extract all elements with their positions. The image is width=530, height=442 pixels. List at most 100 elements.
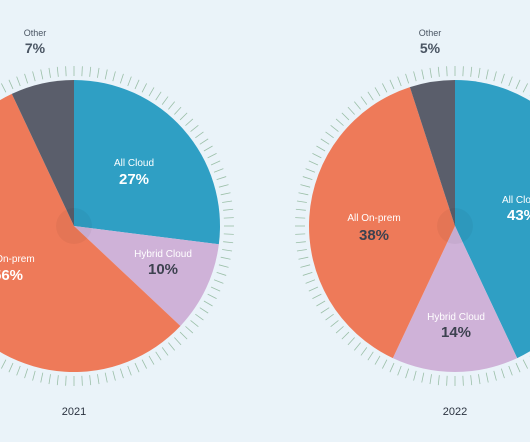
- tick-mark: [97, 67, 100, 78]
- tick-mark: [493, 71, 497, 82]
- slice-label-all-on-prem: All On-prem: [347, 213, 400, 224]
- tick-mark: [437, 66, 440, 77]
- tick-mark: [508, 365, 513, 376]
- tick-mark: [522, 83, 528, 93]
- tick-mark: [179, 331, 188, 340]
- tick-mark: [470, 66, 473, 77]
- tick-mark: [161, 347, 169, 356]
- tick-mark: [325, 131, 334, 139]
- tick-mark: [112, 370, 116, 381]
- tick-mark: [207, 293, 217, 299]
- tick-mark: [112, 71, 116, 82]
- tick-mark: [190, 320, 199, 328]
- tick-mark: [218, 264, 229, 268]
- tick-mark: [81, 375, 83, 386]
- tick-mark: [195, 131, 204, 139]
- tick-mark: [1, 359, 7, 369]
- tick-mark: [353, 101, 361, 110]
- tick-mark: [223, 233, 234, 235]
- tick-mark: [335, 118, 344, 126]
- tick-mark: [134, 362, 140, 373]
- tick-mark: [216, 176, 227, 181]
- tick-mark: [295, 208, 306, 211]
- tick-mark: [56, 66, 59, 77]
- tick-mark: [190, 124, 199, 132]
- tick-mark: [199, 138, 209, 145]
- tick-mark: [296, 200, 307, 203]
- slice-label-hybrid-cloud: Hybrid Cloud: [427, 312, 485, 323]
- tick-mark: [413, 71, 417, 82]
- tick-mark: [446, 375, 448, 386]
- tick-mark: [330, 124, 339, 132]
- pie-slice-all-cloud: [455, 80, 530, 359]
- pie-center-shade: [56, 208, 92, 244]
- tick-mark: [56, 375, 59, 386]
- tick-mark: [320, 307, 330, 314]
- tick-mark: [493, 370, 497, 381]
- tick-mark: [300, 264, 311, 268]
- tick-mark: [213, 168, 224, 173]
- tick-mark: [207, 153, 217, 159]
- tick-mark: [24, 73, 29, 84]
- tick-mark: [367, 91, 374, 101]
- tick-mark: [185, 118, 194, 126]
- tick-mark: [210, 286, 221, 292]
- slice-label-all-on-prem: All On-prem: [0, 254, 35, 265]
- tick-mark: [341, 331, 350, 340]
- slice-value-all-on-prem: 56%: [0, 267, 23, 284]
- tick-mark: [218, 184, 229, 188]
- tick-mark: [341, 112, 350, 121]
- year-label-2022: 2022: [443, 406, 467, 418]
- pie-slice-other: [409, 80, 455, 226]
- tick-mark: [347, 106, 355, 115]
- slice-value-all-on-prem: 38%: [359, 227, 389, 244]
- tick-mark: [220, 256, 231, 260]
- slice-value-other: 5%: [420, 40, 441, 56]
- tick-mark: [223, 217, 234, 219]
- tick-mark: [48, 374, 51, 385]
- tick-mark: [515, 362, 521, 373]
- tick-mark: [8, 79, 14, 90]
- tick-mark: [389, 79, 395, 90]
- tick-mark: [16, 76, 21, 87]
- tick-mark: [104, 69, 108, 80]
- tick-mark: [16, 365, 21, 376]
- tick-mark: [185, 326, 194, 334]
- tick-mark: [429, 67, 432, 78]
- tick-mark: [155, 91, 162, 101]
- tick-mark: [470, 375, 473, 386]
- tick-mark: [223, 241, 234, 244]
- tick-mark: [134, 79, 140, 90]
- pie-slice-hybrid-cloud: [74, 226, 219, 326]
- tick-mark: [462, 375, 464, 386]
- slice-label-all-cloud: All Cloud: [502, 195, 530, 206]
- slice-label-other: Other: [24, 28, 47, 38]
- tick-mark: [141, 359, 147, 369]
- tick-mark: [203, 145, 213, 152]
- tick-mark: [446, 66, 448, 77]
- tick-mark: [148, 355, 155, 365]
- tick-mark: [478, 374, 481, 385]
- tick-mark: [308, 160, 319, 166]
- slice-value-hybrid-cloud: 14%: [441, 324, 471, 341]
- tick-mark: [174, 337, 182, 346]
- tick-mark: [104, 372, 108, 383]
- slice-value-all-cloud: 27%: [119, 171, 149, 188]
- tick-mark: [312, 153, 322, 159]
- tick-ring: [295, 66, 530, 386]
- tick-mark: [65, 375, 67, 386]
- tick-mark: [89, 375, 92, 386]
- tick-mark: [81, 66, 83, 77]
- tick-mark: [382, 359, 388, 369]
- tick-mark: [174, 106, 182, 115]
- tick-mark: [302, 176, 313, 181]
- pie-slice-all-on-prem: [309, 87, 455, 359]
- pie-slice-other: [11, 80, 74, 226]
- tick-mark: [500, 73, 505, 84]
- tick-mark: [222, 249, 233, 252]
- tick-mark: [389, 362, 395, 373]
- tick-mark: [89, 66, 92, 77]
- tick-mark: [437, 375, 440, 386]
